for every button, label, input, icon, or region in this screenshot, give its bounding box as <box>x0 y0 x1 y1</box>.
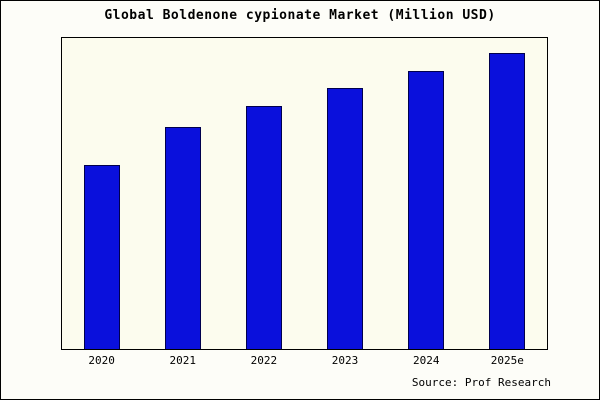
bar-slot-2025e <box>488 38 525 349</box>
source-note: Source: Prof Research <box>411 376 551 389</box>
x-tick-label-2025e: 2025e <box>490 354 524 367</box>
x-tick-label-2021: 2021 <box>169 354 196 367</box>
x-tick-label-2020: 2020 <box>88 354 115 367</box>
bar-slot-2020 <box>84 38 121 349</box>
chart-title: Global Boldenone cypionate Market (Milli… <box>104 8 496 23</box>
x-tick-label-2023: 2023 <box>331 354 359 367</box>
plot-area <box>61 37 548 350</box>
bar-2022 <box>246 106 283 349</box>
bar-2024 <box>407 70 444 349</box>
bar-2023 <box>326 88 363 349</box>
bar-slot-2021 <box>165 38 202 349</box>
bar-2025e <box>488 52 525 349</box>
bar-slot-2024 <box>407 38 444 349</box>
x-tick-label-2024: 2024 <box>412 354 440 367</box>
x-axis-ticks: 2020 2021 2022 2023 2024 2025e <box>61 354 548 367</box>
bar-2020 <box>84 165 121 349</box>
bar-slot-2022 <box>246 38 283 349</box>
x-tick-label-2022: 2022 <box>250 354 278 367</box>
bar-2021 <box>165 126 202 349</box>
bar-slot-2023 <box>326 38 363 349</box>
